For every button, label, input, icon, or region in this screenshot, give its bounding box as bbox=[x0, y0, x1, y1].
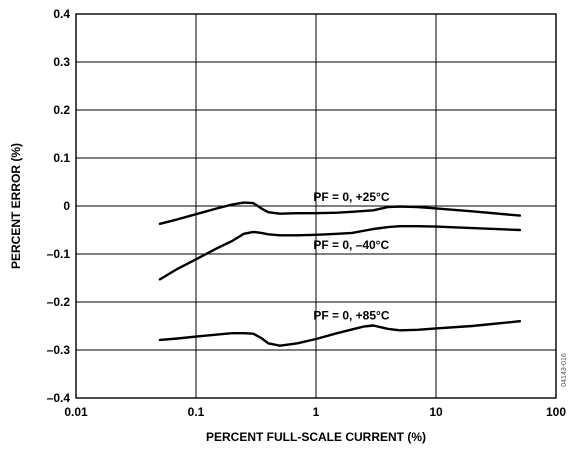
x-tick-label: 1 bbox=[313, 405, 320, 419]
y-tick-label: –0.4 bbox=[47, 391, 71, 405]
y-tick-labels: 0.4 0.3 0.2 0.1 0 –0.1 –0.2 –0.3 –0.4 bbox=[47, 7, 71, 405]
y-tick-label: –0.2 bbox=[47, 295, 71, 309]
y-tick-label: –0.1 bbox=[47, 247, 71, 261]
y-tick-label: –0.3 bbox=[47, 343, 71, 357]
figure-id-label: 04143-016 bbox=[561, 353, 568, 387]
series-annotation: PF = 0, +85°C bbox=[313, 308, 390, 322]
grid-lines bbox=[75, 13, 557, 399]
series-annotation: PF = 0, –40°C bbox=[313, 238, 389, 252]
x-tick-labels: 0.01 0.1 1 10 100 bbox=[64, 405, 566, 419]
y-axis-title: PERCENT ERROR (%) bbox=[9, 143, 23, 269]
x-tick-label: 0.01 bbox=[64, 405, 88, 419]
series-lines bbox=[158, 201, 522, 347]
y-tick-label: 0.1 bbox=[53, 151, 70, 165]
x-tick-label: 100 bbox=[546, 405, 566, 419]
x-axis-title: PERCENT FULL-SCALE CURRENT (%) bbox=[206, 430, 426, 444]
y-tick-label: 0.4 bbox=[53, 7, 70, 21]
series-annotations: PF = 0, +25°C PF = 0, –40°C PF = 0, +85°C bbox=[313, 190, 390, 323]
y-tick-label: 0.3 bbox=[53, 55, 70, 69]
plot-frame bbox=[75, 13, 557, 399]
series-line-0 bbox=[158, 201, 522, 225]
x-tick-label: 0.1 bbox=[188, 405, 205, 419]
y-tick-label: 0 bbox=[63, 199, 70, 213]
series-line-2 bbox=[158, 320, 522, 347]
y-tick-label: 0.2 bbox=[53, 103, 70, 117]
x-tick-label: 10 bbox=[429, 405, 443, 419]
series-annotation: PF = 0, +25°C bbox=[313, 190, 390, 204]
series-line-1 bbox=[158, 225, 522, 281]
